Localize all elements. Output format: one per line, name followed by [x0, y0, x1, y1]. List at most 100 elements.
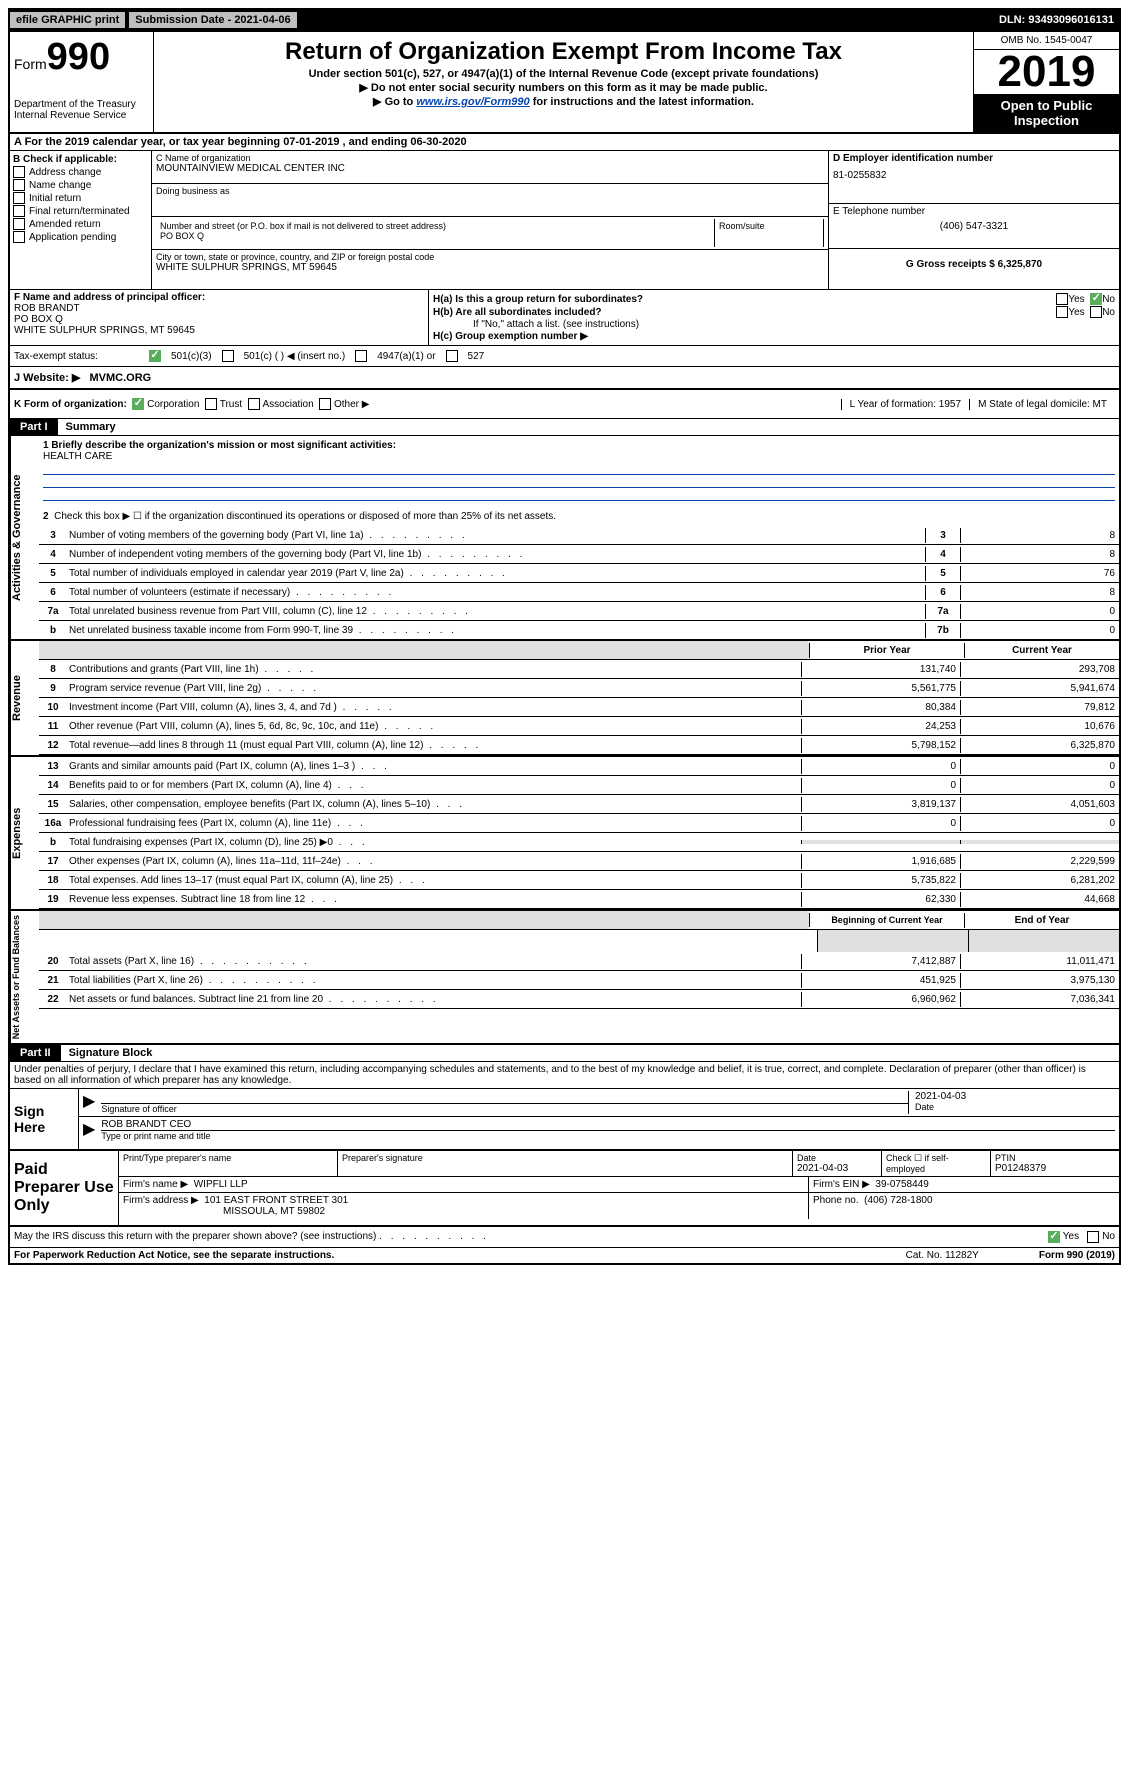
prep-sig-label: Preparer's signature: [342, 1153, 788, 1163]
sig-date-value: 2021-04-03: [915, 1091, 1115, 1102]
column-b-checkboxes: B Check if applicable: Address change Na…: [10, 151, 152, 289]
k-other-checkbox[interactable]: [319, 398, 331, 410]
submission-date: Submission Date - 2021-04-06: [128, 11, 297, 29]
vert-label-revenue: Revenue: [10, 641, 39, 755]
checkbox-amended[interactable]: [13, 218, 25, 230]
vert-label-governance: Activities & Governance: [10, 436, 39, 639]
k-assoc-checkbox[interactable]: [248, 398, 260, 410]
tax-status-label: Tax-exempt status:: [14, 351, 139, 362]
tax-501c-checkbox[interactable]: [222, 350, 234, 362]
form-header: Form990 Department of the Treasury Inter…: [10, 32, 1119, 134]
phone-value: (406) 547-3321: [833, 221, 1115, 232]
revenue-line-12: 12 Total revenue—add lines 8 through 11 …: [39, 736, 1119, 755]
revenue-line-11: 11 Other revenue (Part VIII, column (A),…: [39, 717, 1119, 736]
ha-no-checkbox[interactable]: [1090, 293, 1102, 305]
checkbox-final-return[interactable]: [13, 205, 25, 217]
check-self-employed: Check ☐ if self-employed: [882, 1151, 991, 1176]
hb-yes-checkbox[interactable]: [1056, 306, 1068, 318]
room-suite-label: Room/suite: [715, 219, 824, 247]
dba-label: Doing business as: [156, 186, 824, 196]
expense-line-15: 15 Salaries, other compensation, employe…: [39, 795, 1119, 814]
tax-501c3-checkbox[interactable]: [149, 350, 161, 362]
footer-right: Form 990 (2019): [1039, 1250, 1115, 1261]
hb-label: H(b) Are all subordinates included?: [433, 307, 1056, 318]
officer-city: WHITE SULPHUR SPRINGS, MT 59645: [14, 325, 424, 336]
vert-label-netassets: Net Assets or Fund Balances: [10, 911, 39, 1043]
governance-line-3: 3 Number of voting members of the govern…: [39, 526, 1119, 545]
hb-no-checkbox[interactable]: [1090, 306, 1102, 318]
org-name-label: C Name of organization: [156, 153, 824, 163]
ptin-label: PTIN: [995, 1153, 1115, 1163]
netassets-line-21: 21 Total liabilities (Part X, line 26) .…: [39, 971, 1119, 990]
tax-4947-checkbox[interactable]: [355, 350, 367, 362]
tax-527-checkbox[interactable]: [446, 350, 458, 362]
officer-name-title: ROB BRANDT CEO: [101, 1119, 1115, 1131]
governance-line-7a: 7a Total unrelated business revenue from…: [39, 602, 1119, 621]
footer-left: For Paperwork Reduction Act Notice, see …: [14, 1250, 334, 1261]
city-label: City or town, state or province, country…: [156, 252, 824, 262]
expense-line-18: 18 Total expenses. Add lines 13–17 (must…: [39, 871, 1119, 890]
revenue-line-10: 10 Investment income (Part VIII, column …: [39, 698, 1119, 717]
footer-cat: Cat. No. 11282Y: [906, 1250, 979, 1261]
expense-line-19: 19 Revenue less expenses. Subtract line …: [39, 890, 1119, 909]
firm-ein-label: Firm's EIN ▶: [813, 1179, 870, 1190]
form-title: Return of Organization Exempt From Incom…: [158, 38, 969, 66]
prep-date-value: 2021-04-03: [797, 1163, 877, 1174]
end-year-header: End of Year: [964, 913, 1119, 928]
line-2: 2 Check this box ▶ ☐ if the organization…: [39, 507, 1119, 526]
officer-addr: PO BOX Q: [14, 314, 424, 325]
checkbox-address-change[interactable]: [13, 166, 25, 178]
m-state-domicile: M State of legal domicile: MT: [969, 399, 1115, 410]
paid-preparer-label: Paid Preparer Use Only: [10, 1151, 119, 1225]
line-1-label: 1 Briefly describe the organization's mi…: [43, 440, 1115, 451]
checkbox-initial-return[interactable]: [13, 192, 25, 204]
type-print-label: Type or print name and title: [101, 1131, 1115, 1141]
hc-label: H(c) Group exemption number ▶: [433, 331, 588, 342]
phone-label: E Telephone number: [833, 206, 1115, 217]
ptin-value: P01248379: [995, 1163, 1115, 1174]
efile-print-button[interactable]: efile GRAPHIC print: [9, 11, 126, 29]
revenue-line-9: 9 Program service revenue (Part VIII, li…: [39, 679, 1119, 698]
expense-line-17: 17 Other expenses (Part IX, column (A), …: [39, 852, 1119, 871]
form-subtitle-1: Under section 501(c), 527, or 4947(a)(1)…: [158, 68, 969, 80]
sig-date-label: Date: [915, 1102, 1115, 1112]
checkbox-application-pending[interactable]: [13, 231, 25, 243]
gross-receipts: G Gross receipts $ 6,325,870: [833, 259, 1115, 270]
k-trust-checkbox[interactable]: [205, 398, 217, 410]
prep-date-label: Date: [797, 1153, 877, 1163]
prep-phone-label: Phone no.: [813, 1195, 859, 1206]
firm-addr-value: 101 EAST FRONT STREET 301: [204, 1195, 348, 1206]
k-corp-checkbox[interactable]: [132, 398, 144, 410]
dept-treasury: Department of the Treasury: [14, 99, 149, 110]
firm-ein-value: 39-0758449: [875, 1179, 928, 1190]
ein-label: D Employer identification number: [833, 153, 1115, 164]
irs-link[interactable]: www.irs.gov/Form990: [416, 96, 529, 108]
checkbox-name-change[interactable]: [13, 179, 25, 191]
firm-city: MISSOULA, MT 59802: [123, 1206, 804, 1217]
current-year-header: Current Year: [964, 643, 1119, 658]
arrow-icon: ▶: [83, 1091, 95, 1114]
row-a-tax-year: A For the 2019 calendar year, or tax yea…: [10, 134, 1119, 151]
tax-year: 2019: [974, 50, 1119, 94]
irs-discuss-no-checkbox[interactable]: [1087, 1231, 1099, 1243]
prep-phone-value: (406) 728-1800: [864, 1195, 932, 1206]
firm-name-label: Firm's name ▶: [123, 1179, 188, 1190]
website-value: MVMC.ORG: [90, 372, 152, 384]
vert-label-expenses: Expenses: [10, 757, 39, 909]
ha-yes-checkbox[interactable]: [1056, 293, 1068, 305]
website-label: J Website: ▶: [14, 372, 80, 384]
k-label: K Form of organization:: [14, 399, 127, 410]
officer-name: ROB BRANDT: [14, 303, 424, 314]
hb-note: If "No," attach a list. (see instruction…: [433, 319, 1115, 330]
org-name-value: MOUNTAINVIEW MEDICAL CENTER INC: [156, 163, 824, 174]
irs-discuss-text: May the IRS discuss this return with the…: [14, 1231, 1048, 1243]
irs-discuss-yes-checkbox[interactable]: [1048, 1231, 1060, 1243]
l-year-formation: L Year of formation: 1957: [841, 399, 969, 410]
governance-line-5: 5 Total number of individuals employed i…: [39, 564, 1119, 583]
expense-line-13: 13 Grants and similar amounts paid (Part…: [39, 757, 1119, 776]
governance-line-4: 4 Number of independent voting members o…: [39, 545, 1119, 564]
open-to-public: Open to Public Inspection: [974, 94, 1119, 132]
ein-value: 81-0255832: [833, 170, 1115, 181]
top-bar: efile GRAPHIC print Submission Date - 20…: [8, 8, 1121, 32]
sign-here-label: Sign Here: [10, 1089, 79, 1149]
